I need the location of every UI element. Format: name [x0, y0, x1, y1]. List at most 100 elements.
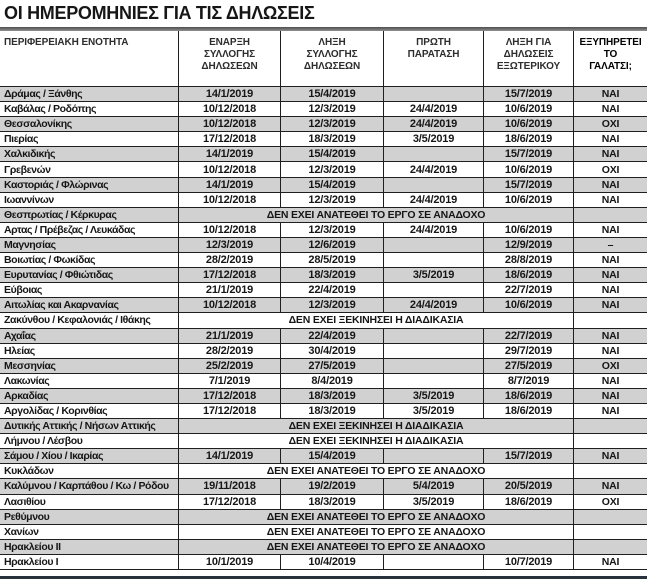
- cell-galatsi: ΝΑΙ: [573, 222, 647, 237]
- col-header-abroad-deadline: ΛΗΞΗ ΓΙΑ ΔΗΛΩΣΕΙΣ ΕΞΩΤΕΡΙΚΟΥ: [483, 31, 573, 86]
- table-row: Αρτας / Πρέβεζας / Λευκάδας 10/12/2018 12/…: [0, 222, 647, 238]
- table-row: Θεσπρωτίας / Κέρκυρας ΔΕΝ ΕΧΕΙ ΑΝΑΤΕΘΕΙ Τ…: [0, 207, 647, 223]
- cell-extension-date: 24/4/2019: [383, 117, 483, 132]
- cell-region: Λασιθίου: [4, 495, 46, 508]
- cell-end-date: 12/3/2019: [280, 102, 383, 117]
- table-row: Εύβοιας 21/1/2019 22/4/2019 22/7/2019 ΝΑΙ: [0, 283, 647, 299]
- cell-galatsi: ΝΑΙ: [573, 328, 647, 343]
- cell-region: Καστοριάς / Φλώρινας: [4, 178, 109, 191]
- cell-extension-date: [383, 449, 483, 464]
- title-rule: [0, 27, 647, 31]
- cell-galatsi: ΝΑΙ: [573, 388, 647, 403]
- cell-region: Καλύμνου / Καρπάθου / Κω / Ρόδου: [4, 480, 169, 493]
- cell-abroad-date: 10/6/2019: [483, 117, 573, 132]
- cell-galatsi: ΝΑΙ: [573, 177, 647, 192]
- cell-extension-date: 3/5/2019: [383, 132, 483, 147]
- cell-status-message: ΔΕΝ ΕΧΕΙ ΑΝΑΤΕΘΕΙ ΤΟ ΕΡΓΟ ΣΕ ΑΝΑΔΟΧΟ: [178, 539, 573, 554]
- cell-region: Αρτας / Πρέβεζας / Λευκάδας: [4, 223, 136, 236]
- cell-end-date: 27/5/2019: [280, 358, 383, 373]
- cell-region: Δυτικής Αττικής / Νήσων Αττικής: [4, 420, 156, 433]
- cell-start-date: 28/2/2019: [178, 253, 280, 268]
- cell-end-date: 12/3/2019: [280, 162, 383, 177]
- cell-status-message: ΔΕΝ ΕΧΕΙ ΑΝΑΤΕΘΕΙ ΤΟ ΕΡΓΟ ΣΕ ΑΝΑΔΟΧΟ: [178, 464, 573, 479]
- cell-extension-date: 3/5/2019: [383, 403, 483, 419]
- table-row: Θεσσαλονίκης 10/12/2018 12/3/2019 24/4/2019…: [0, 117, 647, 133]
- cell-region: Ηλείας: [4, 344, 35, 357]
- cell-end-date: 15/4/2019: [280, 147, 383, 162]
- table-row: Ρεθύμνου ΔΕΝ ΕΧΕΙ ΑΝΑΤΕΘΕΙ ΤΟ ΕΡΓΟ ΣΕ ΑΝΑ…: [0, 509, 647, 525]
- cell-start-date: 17/12/2018: [178, 132, 280, 147]
- cell-region: Αιτωλίας και Ακαρνανίας: [4, 299, 119, 312]
- cell-region: Αργολίδας / Κορινθίας: [4, 405, 108, 418]
- cell-galatsi: [573, 313, 647, 328]
- cell-start-date: 7/1/2019: [178, 373, 280, 388]
- cell-abroad-date: 18/6/2019: [483, 388, 573, 403]
- cell-start-date: 10/12/2018: [178, 162, 280, 177]
- cell-galatsi: ΟΧΙ: [573, 494, 647, 509]
- cell-abroad-date: 10/6/2019: [483, 102, 573, 117]
- cell-galatsi: ΝΑΙ: [573, 147, 647, 162]
- table-row: Πιερίας 17/12/2018 18/3/2019 3/5/2019 18/6/2…: [0, 132, 647, 148]
- cell-region: Μαγνησίας: [4, 238, 56, 251]
- cell-extension-date: 24/4/2019: [383, 298, 483, 313]
- cell-start-date: 14/1/2019: [178, 147, 280, 162]
- cell-abroad-date: 29/7/2019: [483, 343, 573, 358]
- col-header-end-date: ΛΗΞΗ ΣΥΛΛΟΓΗΣ ΔΗΛΩΣΕΩΝ: [280, 31, 383, 86]
- cell-extension-date: [383, 373, 483, 388]
- cell-end-date: 30/4/2019: [280, 343, 383, 358]
- cell-status-message: ΔΕΝ ΕΧΕΙ ΑΝΑΤΕΘΕΙ ΤΟ ΕΡΓΟ ΣΕ ΑΝΑΔΟΧΟ: [178, 207, 573, 222]
- cell-start-date: 14/1/2019: [178, 449, 280, 464]
- cell-extension-date: [383, 554, 483, 569]
- cell-abroad-date: 18/6/2019: [483, 494, 573, 509]
- cell-region: Χαλκιδικής: [4, 148, 56, 161]
- cell-start-date: 21/1/2019: [178, 283, 280, 298]
- cell-region: Δράμας / Ξάνθης: [4, 88, 83, 101]
- cell-abroad-date: 22/7/2019: [483, 328, 573, 343]
- cell-galatsi: ΝΑΙ: [573, 554, 647, 569]
- cell-extension-date: [383, 147, 483, 162]
- cell-abroad-date: 15/7/2019: [483, 87, 573, 102]
- cell-region: Λακωνίας: [4, 374, 50, 387]
- cell-region: Βοιωτίας / Φωκίδας: [4, 254, 96, 267]
- table-row: Ηρακλείου Ι 10/1/2019 10/4/2019 10/7/2019 ΝΑ…: [0, 554, 647, 570]
- cell-end-date: 28/5/2019: [280, 253, 383, 268]
- table-row: Αιτωλίας και Ακαρνανίας 10/12/2018 12/3/20…: [0, 298, 647, 314]
- cell-end-date: 8/4/2019: [280, 373, 383, 388]
- page-title: ΟΙ ΗΜΕΡΟΜΗΝΙΕΣ ΓΙΑ ΤΙΣ ΔΗΛΩΣΕΙΣ: [4, 3, 315, 23]
- cell-end-date: 19/2/2019: [280, 479, 383, 494]
- cell-start-date: 14/1/2019: [178, 87, 280, 102]
- table-row: Αρκαδίας 17/12/2018 18/3/2019 3/5/2019 18/6/…: [0, 388, 647, 404]
- cell-end-date: 18/3/2019: [280, 494, 383, 509]
- table-row: Ζακύνθου / Κεφαλονιάς / Ιθάκης ΔΕΝ ΕΧΕΙ Ξ…: [0, 313, 647, 329]
- cell-extension-date: [383, 237, 483, 253]
- cell-end-date: 12/3/2019: [280, 298, 383, 313]
- table-row: Ευρυτανίας / Φθιώτιδας 17/12/2018 18/3/201…: [0, 268, 647, 284]
- cell-region: Ζακύνθου / Κεφαλονιάς / Ιθάκης: [4, 314, 151, 327]
- table-row: Μεσσηνίας 25/2/2019 27/5/2019 27/5/2019 ΟΧΙ: [0, 358, 647, 374]
- table-header-row: ΠΕΡΙΦΕΡΕΙΑΚΗ ΕΝΟΤΗΤΑ ΕΝΑΡΞΗ ΣΥΛΛΟΓΗΣ ΔΗΛΩ…: [0, 31, 647, 86]
- table-row: Βοιωτίας / Φωκίδας 28/2/2019 28/5/2019 28/8…: [0, 253, 647, 269]
- cell-end-date: 15/4/2019: [280, 449, 383, 464]
- table-row: Καστοριάς / Φλώρινας 14/1/2019 15/4/2019 15…: [0, 177, 647, 193]
- cell-start-date: 17/12/2018: [178, 268, 280, 283]
- cell-region: Θεσπρωτίας / Κέρκυρας: [4, 208, 117, 221]
- cell-extension-date: 3/5/2019: [383, 494, 483, 509]
- cell-end-date: 22/4/2019: [280, 328, 383, 343]
- cell-abroad-date: 10/6/2019: [483, 298, 573, 313]
- cell-start-date: 12/3/2019: [178, 237, 280, 253]
- cell-extension-date: 5/4/2019: [383, 479, 483, 494]
- cell-galatsi: [573, 464, 647, 479]
- cell-extension-date: [383, 253, 483, 268]
- cell-end-date: 18/3/2019: [280, 403, 383, 419]
- cell-end-date: 12/3/2019: [280, 222, 383, 237]
- cell-start-date: 17/12/2018: [178, 494, 280, 509]
- cell-abroad-date: 10/6/2019: [483, 192, 573, 207]
- table-row: Δυτικής Αττικής / Νήσων Αττικής ΔΕΝ ΕΧΕΙ …: [0, 419, 647, 435]
- cell-galatsi: ΝΑΙ: [573, 449, 647, 464]
- cell-region: Πιερίας: [4, 133, 39, 146]
- cell-abroad-date: 22/7/2019: [483, 283, 573, 298]
- cell-end-date: 15/4/2019: [280, 177, 383, 192]
- cell-abroad-date: 18/6/2019: [483, 403, 573, 419]
- cell-extension-date: [383, 283, 483, 298]
